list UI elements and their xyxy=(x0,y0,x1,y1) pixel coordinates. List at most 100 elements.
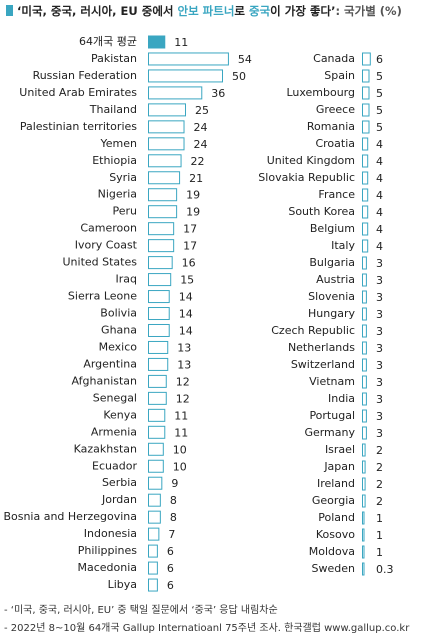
bar xyxy=(148,408,166,422)
category-label: Yemen xyxy=(100,137,138,150)
value-label: 17 xyxy=(183,240,197,253)
value-label: 1 xyxy=(376,512,383,525)
bar xyxy=(362,69,370,83)
category-label: 64개국 평균 xyxy=(79,35,137,48)
category-label: Portugal xyxy=(309,409,355,422)
bar xyxy=(362,188,369,202)
bar xyxy=(148,256,173,270)
value-label: 3 xyxy=(376,342,383,355)
value-label: 13 xyxy=(177,341,191,354)
category-label: Iraq xyxy=(116,273,138,286)
category-label: Hungary xyxy=(308,307,355,320)
value-label: 0.3 xyxy=(376,563,394,576)
category-label: Philippines xyxy=(78,544,138,557)
value-label: 3 xyxy=(376,308,383,321)
bar xyxy=(362,562,365,576)
bar xyxy=(362,103,370,117)
category-label: Syria xyxy=(109,171,137,184)
value-label: 22 xyxy=(191,155,205,168)
value-label: 10 xyxy=(173,460,187,473)
bar xyxy=(148,307,170,321)
title-part: 중국 xyxy=(249,4,271,18)
category-label: Thailand xyxy=(89,103,137,116)
category-label: Kosovo xyxy=(316,528,355,541)
category-label: Georgia xyxy=(312,494,355,507)
category-label: Switzerland xyxy=(291,358,355,371)
bar xyxy=(148,188,178,202)
bar xyxy=(148,323,170,337)
value-label: 5 xyxy=(376,104,383,117)
value-label: 50 xyxy=(232,70,246,83)
note: - ‘미국, 중국, 러시아, EU’ 중 택일 질문에서 ‘중국’ 응답 내림… xyxy=(4,604,278,616)
value-label: 9 xyxy=(171,477,178,490)
value-label: 4 xyxy=(376,206,383,219)
value-label: 11 xyxy=(174,426,188,439)
value-label: 19 xyxy=(186,206,200,219)
value-label: 8 xyxy=(170,494,177,507)
bar xyxy=(362,290,367,304)
category-label: Romania xyxy=(307,120,355,133)
value-label: 8 xyxy=(170,511,177,524)
category-label: Czech Republic xyxy=(271,324,355,337)
bar xyxy=(148,493,161,507)
chart-title: ‘미국, 중국, 러시아, EU 중에서 안보 파트너로 중국이 가장 좋다’:… xyxy=(17,4,402,18)
value-label: 5 xyxy=(376,87,383,100)
value-label: 6 xyxy=(167,562,174,575)
category-label: Spain xyxy=(324,69,355,82)
category-label: India xyxy=(328,392,355,405)
bar xyxy=(362,120,370,134)
value-label: 15 xyxy=(180,274,194,287)
bar xyxy=(148,222,175,236)
category-label: Israel xyxy=(325,443,355,456)
value-label: 36 xyxy=(211,87,225,100)
bar xyxy=(362,443,366,457)
value-label: 2 xyxy=(376,461,383,474)
bar xyxy=(362,375,367,389)
category-label: Austria xyxy=(316,273,355,286)
value-label: 12 xyxy=(176,392,190,405)
category-label: Indonesia xyxy=(84,527,137,540)
value-label: 14 xyxy=(179,308,193,321)
category-label: Mexico xyxy=(99,340,138,353)
category-label: Libya xyxy=(108,578,137,591)
value-label: 2 xyxy=(376,478,383,491)
category-label: Serbia xyxy=(102,476,137,489)
value-label: 3 xyxy=(376,325,383,338)
bar xyxy=(362,477,366,491)
bar xyxy=(148,340,169,354)
value-label: 3 xyxy=(376,427,383,440)
bar xyxy=(148,459,164,473)
bar xyxy=(362,341,367,355)
bar xyxy=(148,578,158,592)
bar xyxy=(362,171,369,185)
value-label: 21 xyxy=(189,172,203,185)
bar xyxy=(148,35,166,49)
category-label: United States xyxy=(63,256,138,269)
value-label: 5 xyxy=(376,121,383,134)
bar xyxy=(362,511,365,525)
bar xyxy=(362,86,370,100)
bar xyxy=(362,239,369,253)
title-marker xyxy=(6,5,13,16)
category-label: Sweden xyxy=(312,562,355,575)
value-label: 14 xyxy=(179,324,193,337)
bar xyxy=(362,52,371,66)
title-part: : 국가별 (%) xyxy=(335,4,401,18)
bar xyxy=(362,460,366,474)
bar xyxy=(148,273,172,287)
category-label: Ethiopia xyxy=(92,154,137,167)
bar xyxy=(148,239,175,253)
bar xyxy=(148,425,166,439)
value-label: 5 xyxy=(376,70,383,83)
category-label: Vietnam xyxy=(309,375,355,388)
value-label: 7 xyxy=(168,528,175,541)
value-label: 11 xyxy=(174,409,188,422)
title-part: 안보 파트너 xyxy=(178,4,235,18)
category-label: Kazakhstan xyxy=(74,442,137,455)
value-label: 4 xyxy=(376,138,383,151)
bar xyxy=(148,171,181,185)
value-label: 16 xyxy=(182,257,196,270)
bar xyxy=(148,290,170,304)
category-label: South Korea xyxy=(288,205,355,218)
value-label: 3 xyxy=(376,393,383,406)
